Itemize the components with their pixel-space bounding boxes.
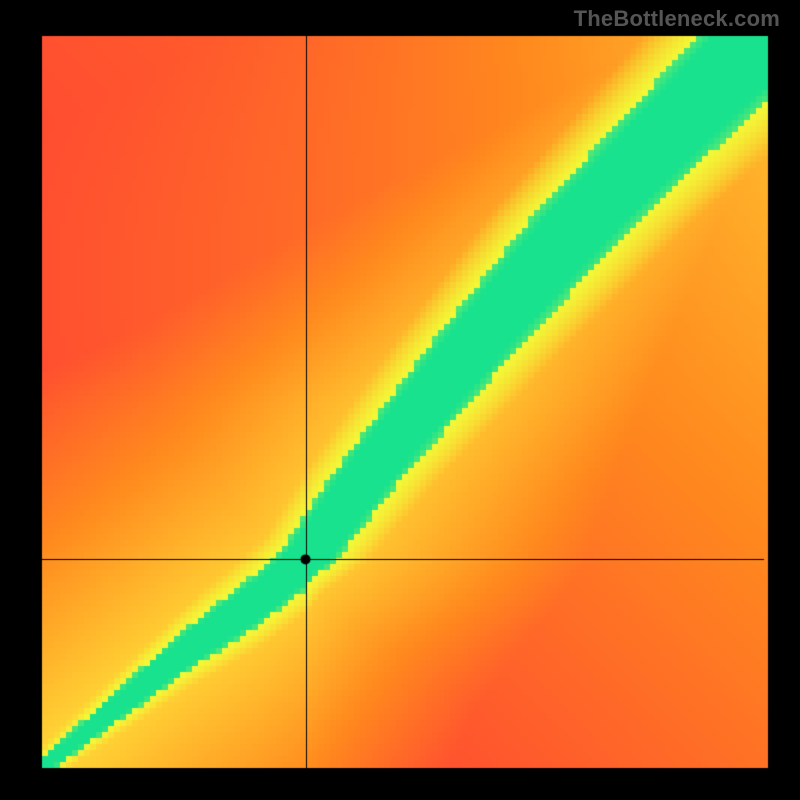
heatmap-canvas — [0, 0, 800, 800]
watermark-text: TheBottleneck.com — [574, 6, 780, 32]
chart-container: TheBottleneck.com — [0, 0, 800, 800]
